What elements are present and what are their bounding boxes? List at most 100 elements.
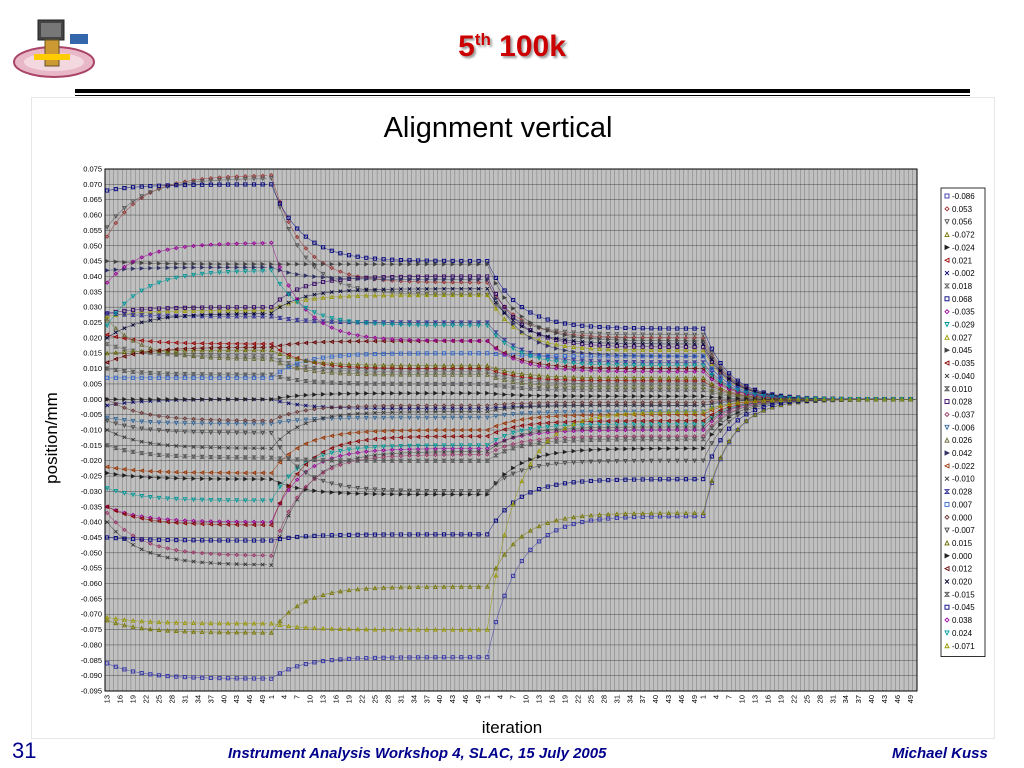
series-28-point [484, 362, 490, 368]
series-5-point [727, 415, 732, 420]
series-35-point [407, 322, 412, 328]
series-34-point [225, 241, 231, 247]
series-9-point [105, 188, 110, 193]
series-9-point [424, 258, 429, 263]
series-28-point [562, 374, 568, 379]
series-12-point [320, 295, 326, 300]
series-13-point [442, 261, 447, 267]
series-13-point [459, 261, 464, 267]
series-2-point [640, 335, 645, 340]
legend-label: -0.010 [952, 475, 975, 484]
series-19-point [173, 420, 179, 426]
series-3-point [130, 199, 136, 205]
series-32-point [303, 457, 309, 462]
series-5-point [692, 446, 698, 451]
series-13-point [372, 261, 378, 267]
legend-marker [943, 489, 951, 494]
series-17-point [148, 306, 153, 311]
series-31-point [442, 286, 446, 291]
series-12-point [588, 345, 594, 351]
series-1-point [398, 655, 403, 660]
series-28-point [381, 362, 386, 368]
series-32-point [415, 458, 421, 463]
series-25-point [614, 354, 619, 359]
series-36-point [899, 396, 905, 402]
series-26-point [614, 400, 620, 405]
series-31-point [684, 342, 688, 346]
series-13-point [416, 261, 421, 267]
series-34-point [476, 338, 481, 344]
series-11-point [424, 443, 430, 449]
series-3-point [666, 332, 671, 338]
series-16-line [107, 368, 267, 376]
legend-label: 0.028 [952, 488, 973, 497]
series-36-point [752, 398, 758, 404]
series-6-point [139, 338, 144, 343]
series-6-point [242, 341, 248, 347]
series-18-point [269, 553, 274, 559]
series-25-point [174, 375, 179, 380]
series-33-point [459, 532, 464, 537]
series-14-point [545, 420, 550, 426]
series-18-point [424, 452, 430, 458]
x-tick-label: 46 [461, 695, 470, 703]
legend-marker [944, 642, 950, 649]
series-29-point [442, 390, 447, 396]
series-8-point [596, 381, 603, 386]
series-7-point [485, 406, 490, 411]
series-14-point [130, 514, 136, 519]
series-35-point [415, 323, 421, 328]
series-20-point [683, 384, 689, 390]
series-18-point [415, 453, 421, 458]
series-5-point [174, 475, 179, 481]
series-28-point [493, 365, 499, 371]
x-tick-label: 40 [219, 695, 228, 703]
series-21-point [450, 277, 456, 282]
y-tick-label: 0.060 [83, 211, 102, 220]
series-30-point [337, 339, 343, 344]
series-5-point [571, 448, 577, 454]
series-11-point [657, 421, 663, 427]
series-33-point [346, 532, 352, 537]
series-26-point [234, 418, 239, 423]
series-5-point [191, 476, 197, 481]
series-20-point [493, 375, 499, 380]
series-20-point [588, 384, 594, 389]
series-34-point [459, 338, 464, 344]
series-33-point [718, 438, 723, 443]
series-8-point [665, 381, 672, 386]
series-9-point [269, 182, 274, 187]
series-36-point [847, 396, 853, 402]
series-3-point [692, 332, 697, 338]
series-19-point [597, 409, 602, 415]
series-9-point [277, 201, 282, 206]
series-22-point [190, 470, 196, 475]
series-15-point [684, 425, 688, 429]
series-34-point [580, 368, 585, 373]
legend-label: 0.024 [952, 629, 973, 638]
series-35-point [130, 294, 136, 300]
series-13-point [165, 261, 171, 266]
x-tick-label: 40 [651, 695, 660, 703]
series-36-point [208, 620, 214, 626]
x-tick-label: 49 [906, 695, 915, 703]
series-4-point [536, 523, 542, 529]
series-13-point [260, 261, 266, 267]
series-8-point [424, 369, 430, 374]
series-33-point [476, 532, 481, 537]
series-25-point [226, 375, 231, 380]
series-32-point [216, 455, 223, 460]
series-20-point [571, 383, 576, 389]
series-4-point [709, 478, 715, 483]
series-8-point [380, 369, 387, 374]
series-36-point [718, 402, 723, 408]
series-6-point [501, 371, 507, 377]
series-12-point [450, 292, 456, 297]
series-1-point [502, 593, 507, 598]
series-27-point [346, 484, 352, 490]
series-26-point [450, 403, 455, 408]
x-tick-label: 22 [357, 695, 366, 703]
legend-label: 0.028 [952, 398, 973, 407]
series-14-point [225, 522, 231, 527]
series-32-point [683, 437, 689, 442]
